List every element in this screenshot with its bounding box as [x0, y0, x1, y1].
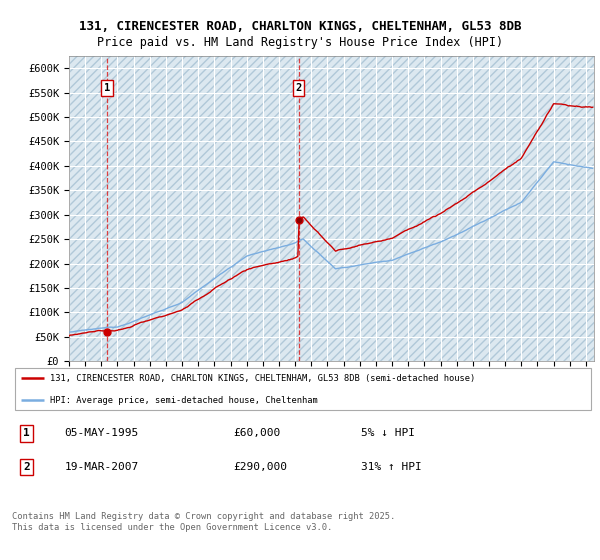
Text: 131, CIRENCESTER ROAD, CHARLTON KINGS, CHELTENHAM, GL53 8DB (semi-detached house: 131, CIRENCESTER ROAD, CHARLTON KINGS, C… [50, 374, 475, 382]
Text: 1: 1 [104, 83, 110, 93]
Text: 2: 2 [23, 462, 30, 472]
Text: 31% ↑ HPI: 31% ↑ HPI [361, 462, 422, 472]
Text: Contains HM Land Registry data © Crown copyright and database right 2025.
This d: Contains HM Land Registry data © Crown c… [12, 512, 395, 532]
Text: £60,000: £60,000 [233, 428, 280, 438]
Text: 19-MAR-2007: 19-MAR-2007 [64, 462, 139, 472]
Text: £290,000: £290,000 [233, 462, 287, 472]
Text: 05-MAY-1995: 05-MAY-1995 [64, 428, 139, 438]
Text: 5% ↓ HPI: 5% ↓ HPI [361, 428, 415, 438]
Text: 2: 2 [295, 83, 302, 93]
Text: 1: 1 [23, 428, 30, 438]
Text: 131, CIRENCESTER ROAD, CHARLTON KINGS, CHELTENHAM, GL53 8DB: 131, CIRENCESTER ROAD, CHARLTON KINGS, C… [79, 20, 521, 32]
Text: Price paid vs. HM Land Registry's House Price Index (HPI): Price paid vs. HM Land Registry's House … [97, 36, 503, 49]
Text: HPI: Average price, semi-detached house, Cheltenham: HPI: Average price, semi-detached house,… [50, 395, 317, 405]
